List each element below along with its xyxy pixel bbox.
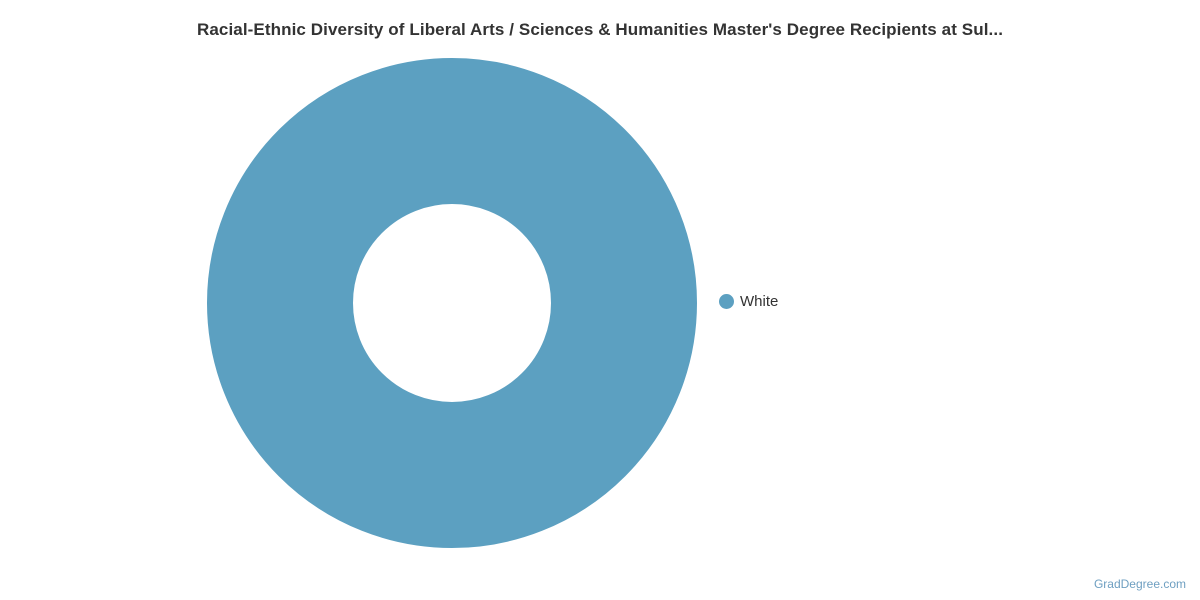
donut-slice-white[interactable]: [207, 58, 697, 548]
donut-svg: [207, 58, 697, 548]
legend-marker-icon: [719, 294, 734, 309]
legend-item-white[interactable]: White: [719, 293, 778, 310]
donut-chart: [202, 53, 702, 553]
graddegree-credit-link[interactable]: GradDegree.com: [1093, 577, 1186, 591]
legend-label: White: [740, 293, 779, 310]
chart-title: Racial-Ethnic Diversity of Liberal Arts …: [196, 20, 1004, 39]
